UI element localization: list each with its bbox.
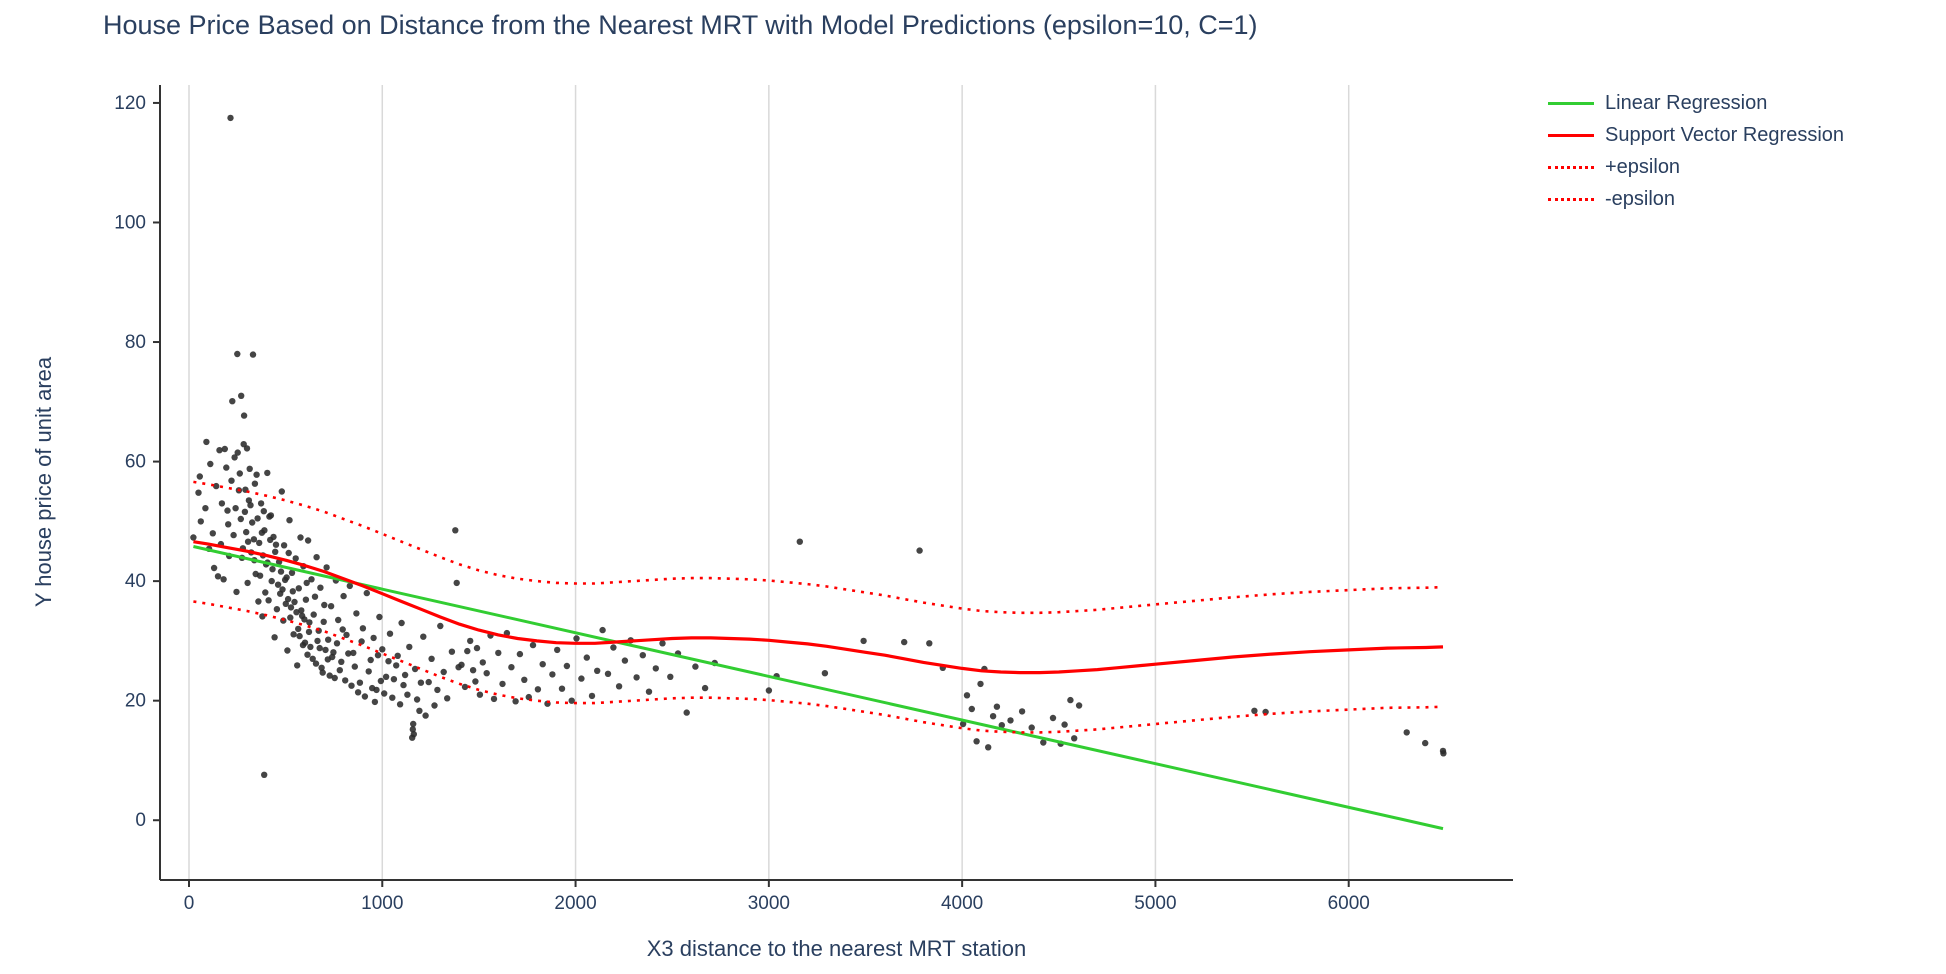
axes — [159, 85, 1513, 881]
legend-item-support-vector-regression[interactable]: Support Vector Regression — [1548, 124, 1844, 147]
legend-swatch — [1548, 198, 1594, 201]
legend-swatch — [1548, 166, 1594, 169]
x-axis-ticks: 0 1000 2000 3000 4000 5000 6000 — [184, 880, 1370, 914]
legend-item-linear-regression[interactable]: Linear Regression — [1548, 92, 1844, 115]
scatter-points — [190, 114, 1447, 778]
y-tick-label: 60 — [125, 452, 146, 473]
x-tick-label: 6000 — [1328, 893, 1370, 914]
y-tick-label: 120 — [114, 93, 146, 114]
x-tick-label: 3000 — [748, 893, 790, 914]
x-axis-label: X3 distance to the nearest MRT station — [646, 936, 1027, 961]
legend-swatch — [1548, 102, 1594, 105]
legend-label: -epsilon — [1605, 188, 1676, 210]
legend-item-epsilon[interactable]: -epsilon — [1548, 188, 1844, 211]
y-axis-ticks: 0 20 40 60 80 100 120 — [114, 93, 160, 831]
gridlines — [188, 85, 1350, 880]
legend-label: Support Vector Regression — [1605, 124, 1845, 146]
x-tick-label: 1000 — [361, 893, 403, 914]
y-tick-label: 0 — [135, 810, 146, 831]
x-tick-label: 4000 — [941, 893, 983, 914]
linear-regression-line — [193, 545, 1444, 831]
legend: Linear Regression Support Vector Regressi… — [1548, 92, 1844, 211]
y-axis-label: Y house price of unit area — [31, 356, 56, 608]
legend-label: Linear Regression — [1605, 92, 1768, 114]
x-tick-label: 2000 — [554, 893, 596, 914]
x-tick-label: 0 — [184, 893, 195, 914]
y-tick-label: 100 — [114, 212, 146, 233]
y-tick-label: 80 — [125, 332, 146, 353]
y-tick-label: 40 — [125, 571, 146, 592]
legend-label: +epsilon — [1605, 156, 1681, 178]
x-tick-label: 5000 — [1134, 893, 1176, 914]
legend-swatch — [1548, 134, 1594, 137]
plus-epsilon-line — [193, 480, 1444, 615]
minus-epsilon-line — [193, 600, 1444, 734]
y-tick-label: 20 — [125, 691, 146, 712]
svr-line — [193, 540, 1444, 675]
legend-item-epsilon[interactable]: +epsilon — [1548, 156, 1844, 179]
chart-title: House Price Based on Distance from the N… — [103, 10, 1258, 40]
